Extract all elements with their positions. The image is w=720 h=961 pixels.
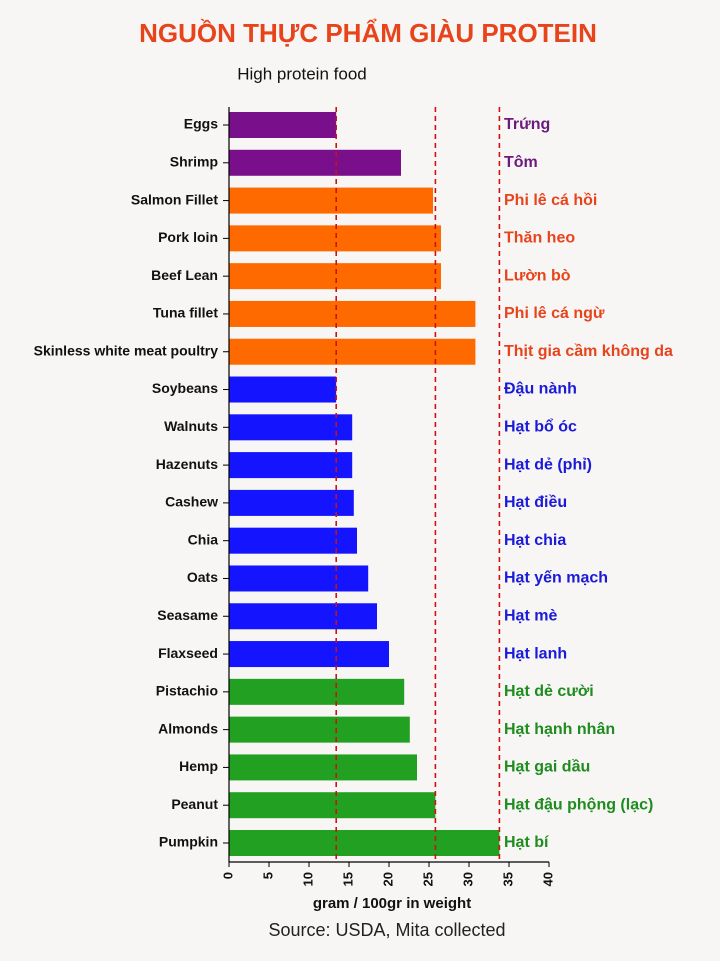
- bar: [229, 641, 389, 668]
- y-tick-label: Shrimp: [170, 153, 218, 169]
- secondary-label: Đậu nành: [504, 381, 577, 398]
- bar: [229, 187, 433, 214]
- x-tick-label: 25: [420, 872, 435, 886]
- secondary-label: Hạt hạnh nhân: [504, 721, 615, 738]
- y-tick-label: Walnuts: [164, 418, 218, 434]
- secondary-label: Tôm: [504, 154, 538, 171]
- y-tick-label: Oats: [187, 569, 218, 585]
- x-tick-label: 0: [220, 872, 235, 879]
- y-tick-label: Beef Lean: [151, 267, 218, 283]
- y-tick-label: Salmon Fillet: [131, 191, 218, 207]
- y-tick-label: Tuna fillet: [153, 305, 218, 321]
- bar: [229, 830, 500, 856]
- secondary-label: Hạt yến mạch: [504, 570, 608, 587]
- secondary-label: Hạt mè: [504, 607, 557, 624]
- x-tick-label: 5: [260, 872, 275, 879]
- bar: [229, 414, 353, 441]
- y-tick-label: Cashew: [165, 494, 218, 510]
- bar: [229, 527, 357, 554]
- secondary-label: Trứng: [504, 116, 550, 133]
- y-tick-label: Pumpkin: [159, 834, 218, 850]
- bar: [229, 300, 476, 327]
- y-tick-label: Peanut: [171, 796, 218, 812]
- y-tick-label: Hemp: [179, 758, 218, 774]
- source: Source: USDA, Mita collected: [268, 920, 505, 940]
- x-tick-label: 35: [500, 872, 515, 886]
- bar: [229, 149, 401, 176]
- secondary-label: Hạt điều: [504, 494, 567, 511]
- y-tick-label: Seasame: [157, 607, 218, 623]
- secondary-label: Lườn bò: [504, 267, 571, 284]
- bar: [229, 716, 410, 743]
- bar: [229, 565, 369, 592]
- secondary-label: Hạt dẻ cười: [504, 683, 594, 700]
- y-tick-label: Chia: [188, 531, 219, 547]
- y-tick-label: Flaxseed: [158, 645, 218, 661]
- secondary-label: Thịt gia cầm không da: [504, 343, 673, 360]
- bar: [229, 754, 417, 781]
- bar: [229, 489, 354, 516]
- x-tick-label: 10: [300, 872, 315, 886]
- secondary-label: Hạt chia: [504, 532, 566, 549]
- bar: [229, 678, 405, 705]
- secondary-label: Phi lê cá hồi: [504, 192, 597, 209]
- bar: [229, 792, 436, 819]
- chart-title: NGUỒN THỰC PHẨM GIÀU PROTEIN: [139, 18, 597, 48]
- y-tick-label: Pork loin: [158, 229, 218, 245]
- secondary-label: Hạt dẻ (phỉ): [504, 456, 592, 473]
- bar: [229, 112, 337, 138]
- secondary-label: Hạt gai dầu: [504, 759, 590, 776]
- chart-subtitle: High protein food: [237, 64, 366, 83]
- secondary-label: Hạt đậu phộng (lạc): [504, 796, 653, 813]
- bar: [229, 452, 353, 479]
- bar: [229, 263, 441, 290]
- bar: [229, 338, 476, 365]
- secondary-label: Hạt bổ óc: [504, 418, 577, 436]
- secondary-label: Phi lê cá ngừ: [504, 305, 605, 322]
- x-axis-label: gram / 100gr in weight: [313, 895, 471, 912]
- y-tick-label: Pistachio: [156, 683, 218, 699]
- y-tick-label: Hazenuts: [156, 456, 218, 472]
- y-tick-label: Soybeans: [152, 380, 218, 396]
- bar: [229, 376, 337, 403]
- bar: [229, 225, 441, 252]
- secondary-label: Hạt bí: [504, 834, 549, 851]
- x-tick-label: 40: [540, 872, 555, 886]
- secondary-label: Hạt lanh: [504, 645, 567, 662]
- y-tick-label: Eggs: [184, 116, 218, 132]
- x-tick-label: 20: [380, 872, 395, 886]
- secondary-label: Thăn heo: [504, 230, 575, 247]
- x-tick-label: 15: [340, 872, 355, 886]
- bar: [229, 603, 377, 630]
- y-tick-label: Almonds: [158, 720, 218, 736]
- y-tick-label: Skinless white meat poultry: [34, 342, 219, 358]
- x-tick-label: 30: [460, 872, 475, 886]
